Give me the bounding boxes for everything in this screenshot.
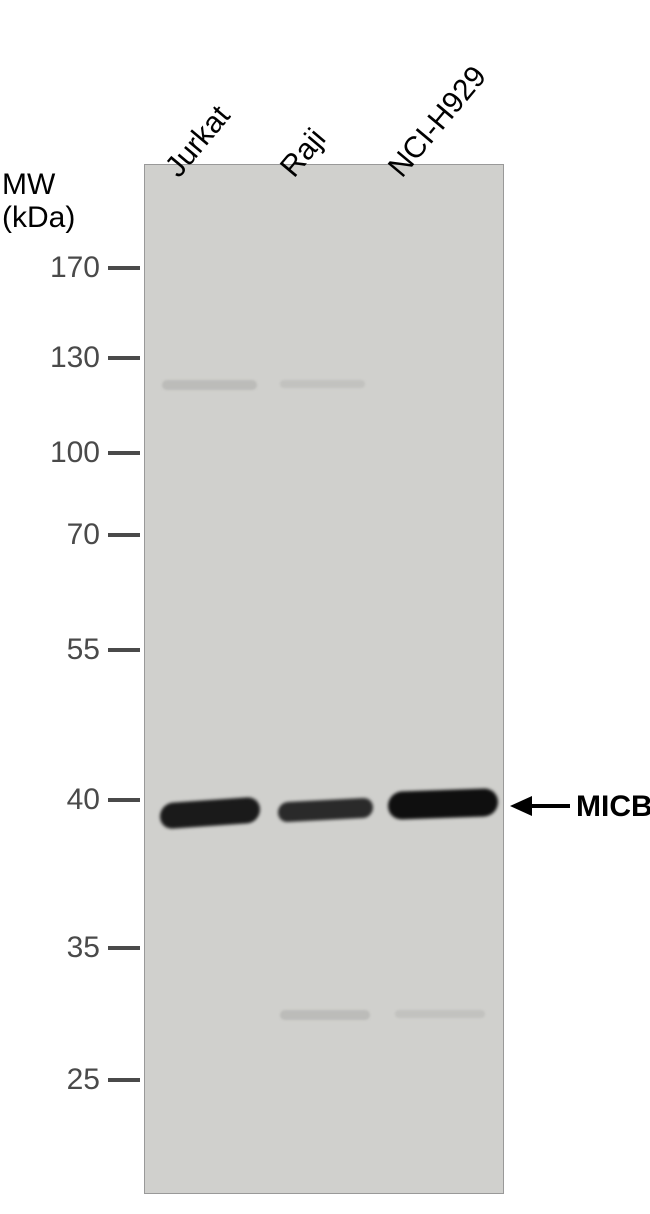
faint-band-2 <box>280 1010 370 1020</box>
faint-band-0 <box>162 380 257 390</box>
arrow-head-icon <box>510 796 532 816</box>
mw-line2: (kDa) <box>2 201 75 234</box>
blot-membrane <box>144 164 504 1194</box>
mw-header: MW (kDa) <box>2 168 75 234</box>
faint-band-3 <box>395 1010 485 1018</box>
blot-figure: MW (kDa) Jurkat Raji NCI-H929 170 130 10… <box>0 0 650 1214</box>
target-label: MICB <box>576 790 650 824</box>
mw-line1: MW <box>2 168 75 201</box>
marker-tick-40 <box>108 798 140 802</box>
marker-label-100: 100 <box>0 436 100 470</box>
faint-band-1 <box>280 380 365 388</box>
marker-tick-100 <box>108 451 140 455</box>
marker-label-170: 170 <box>0 251 100 285</box>
marker-label-25: 25 <box>0 1063 100 1097</box>
marker-label-55: 55 <box>0 633 100 667</box>
marker-tick-170 <box>108 266 140 270</box>
marker-label-35: 35 <box>0 931 100 965</box>
marker-tick-35 <box>108 946 140 950</box>
marker-tick-70 <box>108 533 140 537</box>
marker-tick-130 <box>108 356 140 360</box>
band-lane2 <box>388 788 498 820</box>
marker-label-130: 130 <box>0 341 100 375</box>
marker-label-40: 40 <box>0 783 100 817</box>
marker-tick-55 <box>108 648 140 652</box>
arrow-line <box>530 804 570 808</box>
marker-tick-25 <box>108 1078 140 1082</box>
marker-label-70: 70 <box>0 518 100 552</box>
